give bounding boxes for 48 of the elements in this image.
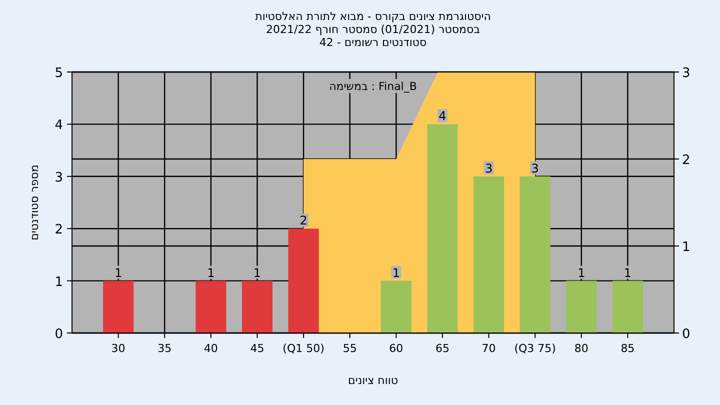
y-tick-label: 1 [54,274,63,290]
x-tick-label: 35 [158,342,172,355]
y-tick-label: 0 [54,327,63,342]
data-label: 3 [484,161,493,176]
chart-title: היסטוגרמת ציונים בקורס - מבוא לתורת האלסטיות [255,10,491,23]
bar [196,280,226,333]
x-tick-label: 40 [204,342,218,355]
bar [380,280,412,333]
y2-tick-label: 0 [682,327,690,342]
bar [612,280,643,333]
x-tick-label: 45 [250,342,264,355]
y2-tick-label: 3 [682,66,690,81]
data-label: 1 [207,266,215,280]
text: סטודנטים רשומים - 42 [319,36,427,49]
x-tick-label: 60 [389,342,404,355]
x-tick-label: 80 [574,342,588,355]
x-tick-label: 30 [111,342,126,355]
bar [242,280,273,333]
chart-subtitle: בסמסטר (01/2021) סמסטר חורף 2021/22 [266,23,480,36]
x-tick-label: 70 [482,342,496,355]
y-tick-label: 4 [54,118,63,134]
data-label: 1 [392,266,400,280]
data-label: 2 [300,214,308,228]
data-label: 1 [624,266,632,280]
bar [427,124,458,333]
data-label: 4 [438,109,446,124]
x-tick-label: (Q1 50) [282,342,324,355]
annotation: Final_B : במשימה [329,80,417,93]
y2-tick-label: 1 [682,240,690,255]
bar [520,176,550,333]
data-label: 3 [531,161,539,176]
bar [288,228,319,333]
data-label: 1 [114,266,122,280]
data-label: 1 [578,266,586,280]
y-tick-label: 3 [54,170,63,186]
x-tick-label: 65 [435,342,450,355]
y-tick-label: 2 [54,222,63,238]
x-axis-title: טווח ציונים [348,374,398,387]
data-label: 1 [253,266,262,280]
bar [473,176,504,333]
y2-tick-label: 2 [682,153,690,168]
x-tick-label: 85 [620,342,635,355]
x-tick-label: 55 [342,342,357,355]
x-tick-label: (Q3 75) [514,342,556,355]
bar [103,280,134,333]
y-tick-label: 5 [54,66,63,81]
y-axis-title: מספר סטודנטים [28,164,41,240]
bar [566,280,597,333]
